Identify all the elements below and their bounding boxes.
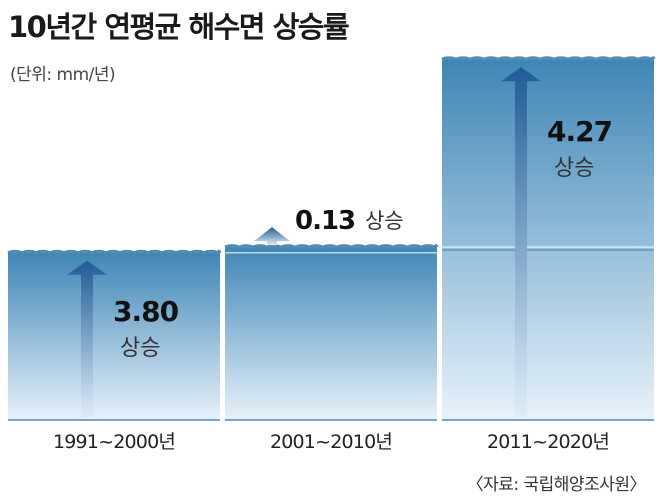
value-label-3: 4.27 <box>547 115 612 148</box>
water-bar-1 <box>8 252 220 420</box>
water-surface-1 <box>7 249 222 255</box>
rise-arrow-1 <box>67 260 107 418</box>
rise-arrow-2 <box>254 227 290 246</box>
rise-label-3: 상승 <box>554 156 594 181</box>
value-label-2: 0.13 <box>295 206 355 236</box>
water-surface-2 <box>224 244 439 250</box>
value-label-1: 3.80 <box>113 295 179 328</box>
water-bar-3 <box>442 59 654 420</box>
rise-arrow-3 <box>501 67 541 418</box>
water-surface-3 <box>441 56 656 62</box>
chart-title: 10년간 연평균 해수면 상승률 <box>8 10 350 44</box>
rise-label-2: 상승 <box>365 209 404 233</box>
x-tick-label-1: 1991~2000년 <box>53 431 175 453</box>
rise-label-1: 상승 <box>120 336 160 361</box>
x-tick-label-3: 2011~2020년 <box>487 431 609 453</box>
x-tick-label-2: 2001~2010년 <box>270 431 392 453</box>
source-note: 〈자료: 국립해양조사원〉 <box>466 475 647 495</box>
unit-note: (단위: mm/년) <box>10 65 116 85</box>
water-bar-2 <box>225 247 437 420</box>
